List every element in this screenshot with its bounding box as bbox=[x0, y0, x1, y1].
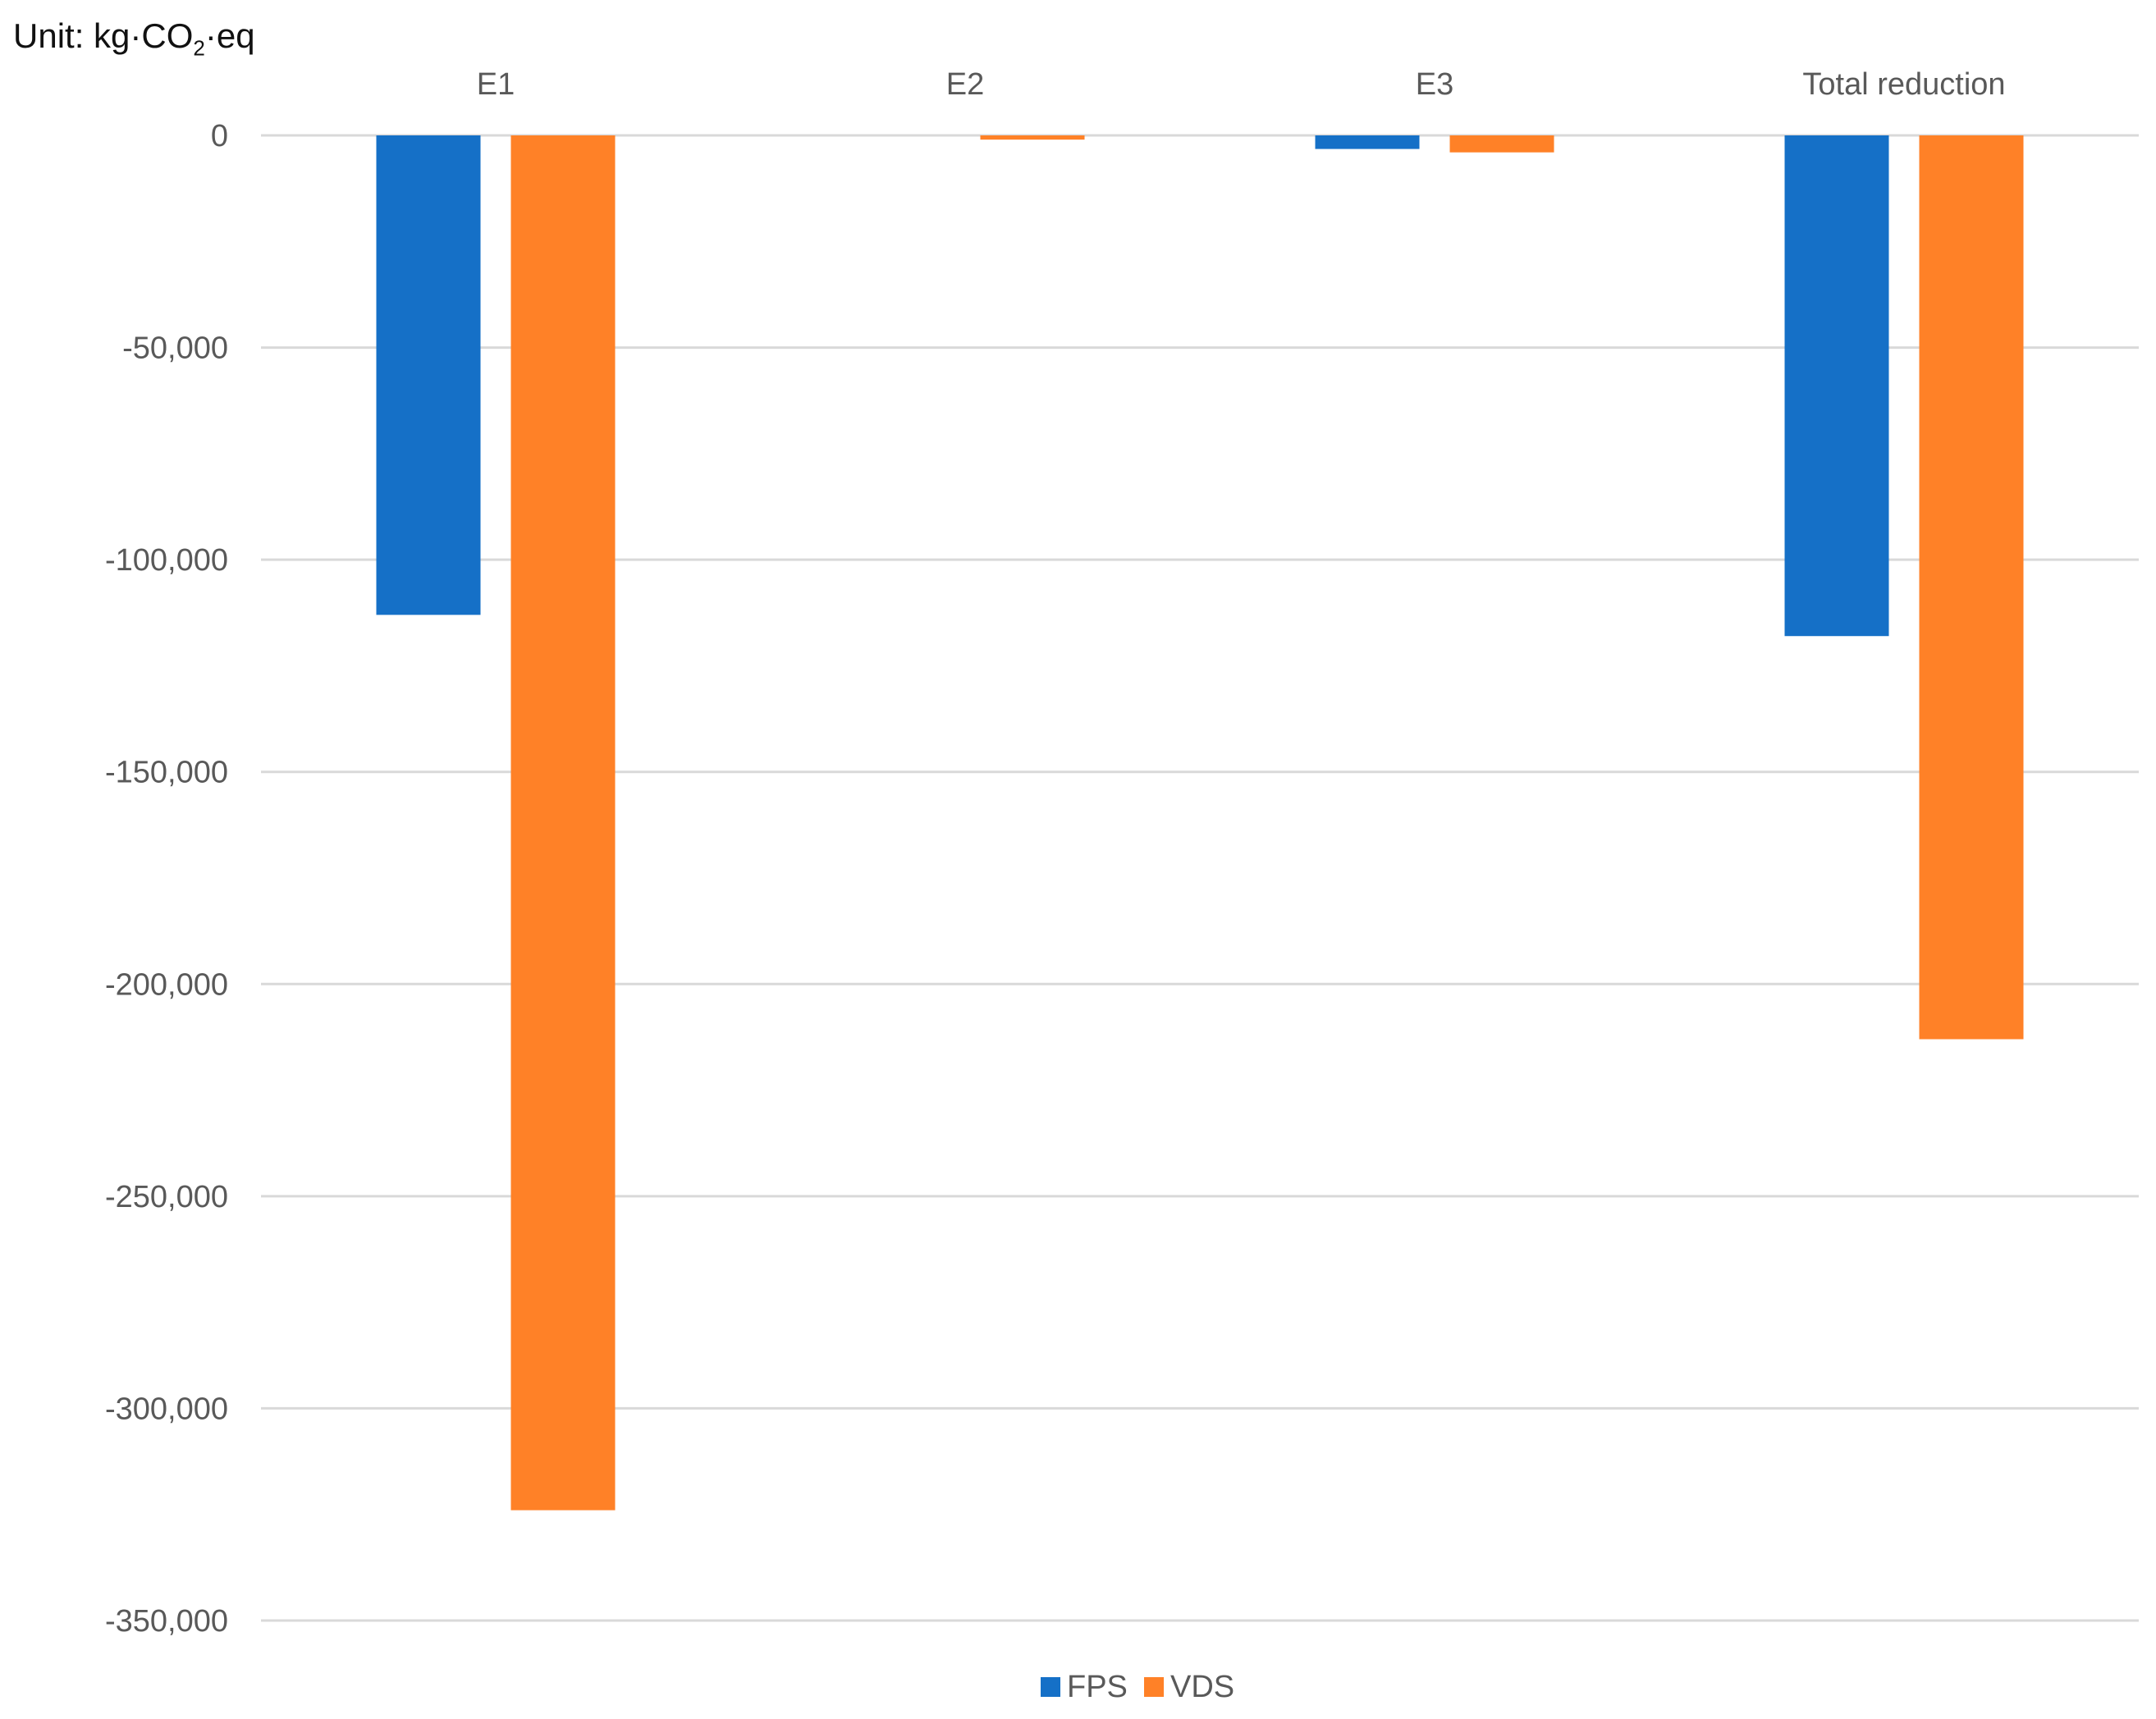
category-label: E3 bbox=[1416, 67, 1453, 102]
y-tick-label: -150,000 bbox=[105, 756, 228, 790]
bar-vds-e3 bbox=[1449, 135, 1554, 153]
unit-label: Unit: kg·CO2·eq bbox=[13, 16, 255, 61]
y-tick-label: -300,000 bbox=[105, 1392, 228, 1426]
y-axis-ticks: 0 -50,000 -100,000 -150,000 -200,000 -250,000… bbox=[105, 119, 228, 1639]
unit-label-subscript: 2 bbox=[193, 35, 205, 61]
y-tick-label: -100,000 bbox=[105, 543, 228, 578]
bar-vds-total-reduction bbox=[1919, 135, 2024, 1040]
unit-label-suffix: ·eq bbox=[204, 16, 255, 55]
category-labels: E1 E2 E3 Total reduction bbox=[477, 67, 2006, 102]
legend-swatch-fps bbox=[1041, 1677, 1060, 1697]
bar-vds-e2 bbox=[980, 135, 1085, 140]
y-tick-label: -350,000 bbox=[105, 1604, 228, 1639]
category-label: E2 bbox=[946, 67, 984, 102]
y-tick-label: -250,000 bbox=[105, 1180, 228, 1214]
y-tick-label: 0 bbox=[211, 119, 228, 153]
legend: FPS VDS bbox=[1041, 1670, 1234, 1704]
bar-vds-e1 bbox=[510, 135, 616, 1511]
y-tick-label: -200,000 bbox=[105, 967, 228, 1002]
legend-label-fps: FPS bbox=[1067, 1670, 1128, 1704]
y-tick-label: -50,000 bbox=[122, 331, 228, 366]
unit-label-prefix: Unit: kg·CO bbox=[13, 16, 194, 55]
category-label: E1 bbox=[477, 67, 515, 102]
legend-swatch-vds bbox=[1144, 1677, 1164, 1697]
bar-fps-total-reduction bbox=[1784, 135, 1889, 637]
bar-fps-e1 bbox=[376, 135, 481, 615]
bar-fps-e3 bbox=[1315, 135, 1420, 149]
category-label: Total reduction bbox=[1802, 67, 2005, 102]
bars bbox=[376, 135, 2024, 1511]
legend-label-vds: VDS bbox=[1170, 1670, 1234, 1704]
